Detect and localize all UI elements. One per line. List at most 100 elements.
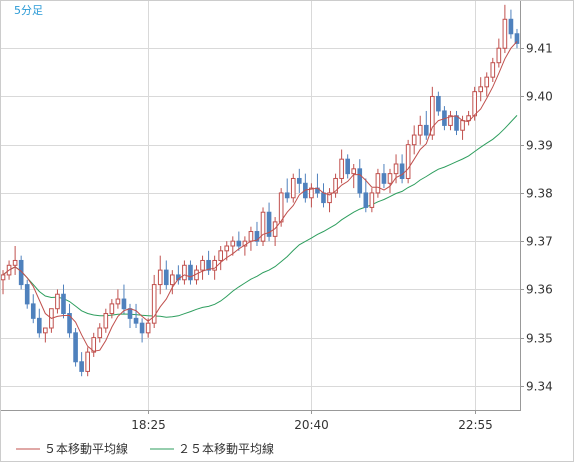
candles-group — [0, 4, 520, 377]
candle-body-up — [387, 173, 393, 184]
y-tick-label: 9.36 — [526, 283, 553, 297]
y-tick-label: 9.37 — [526, 235, 553, 249]
candle-body-down — [508, 18, 514, 35]
candle-body-down — [266, 211, 272, 237]
ma25-line — [2, 115, 518, 318]
candle-body-down — [321, 192, 326, 204]
candle-body-up — [448, 115, 453, 126]
candle-body-up — [460, 120, 465, 131]
candle-body-down — [284, 192, 290, 199]
candle-body-up — [484, 76, 490, 88]
candle-body-down — [24, 284, 30, 305]
y-tick-label: 9.40 — [526, 90, 553, 104]
candle-body-down — [73, 332, 78, 363]
candle-body-down — [36, 317, 42, 334]
legend-ma25-label: ２５本移動平均線 — [178, 441, 274, 456]
candle-body-up — [157, 269, 163, 286]
x-axis: 18:25 20:40 22:55 — [131, 410, 493, 432]
candle-body-up — [109, 303, 115, 315]
candle-body-up — [327, 192, 332, 204]
ma25-line-group — [2, 115, 518, 318]
candle-body-down — [254, 231, 260, 242]
candle-body-up — [417, 124, 423, 136]
candle-body-down — [121, 298, 127, 310]
candle-body-up — [260, 211, 266, 242]
candle-body-up — [97, 327, 103, 339]
candle-body-down — [236, 240, 242, 247]
candle-body-down — [454, 115, 459, 131]
candle-body-up — [478, 86, 484, 93]
candle-body-up — [230, 240, 236, 247]
candle-body-up — [411, 134, 417, 146]
candle-body-down — [357, 168, 363, 194]
candle-body-down — [296, 177, 302, 184]
y-tick-label: 9.34 — [526, 380, 553, 394]
candle-body-down — [423, 124, 429, 136]
legend: ５本移動平均線 ２５本移動平均線 — [16, 441, 274, 456]
candle-body-down — [79, 361, 84, 372]
x-tick-label: 20:40 — [294, 418, 329, 432]
candle-body-up — [0, 274, 6, 281]
ma5-line-group — [2, 41, 518, 352]
candle-body-up — [43, 327, 48, 334]
y-axis: 9.41 9.40 9.39 9.38 9.37 9.36 9.35 9.34 — [520, 42, 553, 394]
y-tick-label: 9.38 — [526, 187, 553, 201]
x-tick-label: 18:25 — [131, 418, 166, 432]
candle-body-up — [430, 95, 435, 136]
candle-body-down — [399, 163, 405, 179]
candle-body-up — [91, 337, 97, 353]
candle-body-up — [405, 144, 411, 179]
candle-body-up — [212, 259, 217, 271]
candle-body-up — [103, 313, 109, 329]
candle-body-down — [127, 308, 133, 319]
candle-body-up — [375, 173, 381, 194]
candle-body-up — [290, 177, 296, 199]
candle-body-up — [333, 177, 338, 194]
candle-body-down — [163, 269, 169, 286]
candle-body-down — [133, 317, 139, 324]
candle-body-down — [67, 313, 72, 334]
candle-body-down — [436, 95, 441, 112]
grid-lines — [0, 0, 520, 410]
candle-body-down — [188, 264, 193, 281]
candle-body-up — [490, 62, 496, 78]
candle-body-up — [502, 18, 508, 49]
candle-body-down — [139, 322, 145, 334]
candle-body-up — [472, 91, 477, 117]
candle-body-down — [61, 293, 66, 315]
candle-body-up — [145, 322, 151, 334]
candle-body-up — [85, 351, 90, 372]
candle-body-down — [345, 158, 350, 175]
candle-body-up — [496, 47, 502, 64]
y-tick-label: 9.39 — [526, 139, 553, 153]
candle-body-up — [55, 293, 60, 310]
candle-body-up — [339, 158, 344, 179]
candle-body-down — [206, 259, 211, 271]
candle-body-up — [224, 245, 230, 252]
candle-body-up — [369, 192, 375, 208]
y-tick-label: 9.35 — [526, 332, 553, 346]
candle-body-up — [170, 274, 175, 286]
period-label: 5分足 — [14, 4, 43, 17]
legend-ma5-label: ５本移動平均線 — [44, 441, 128, 456]
candle-body-up — [200, 259, 205, 271]
candle-body-down — [30, 303, 36, 319]
candle-body-up — [115, 298, 121, 305]
candle-body-up — [12, 259, 18, 266]
candle-body-down — [514, 33, 520, 44]
candle-body-up — [309, 187, 314, 199]
candle-body-down — [363, 192, 369, 208]
candle-body-up — [278, 192, 284, 223]
candle-body-down — [381, 173, 387, 184]
candle-body-up — [151, 284, 157, 324]
candle-body-up — [218, 250, 224, 261]
candle-body-up — [182, 264, 187, 281]
candle-body-up — [351, 168, 357, 175]
ma5-line — [2, 41, 518, 352]
candle-body-up — [466, 115, 471, 122]
candle-body-up — [248, 231, 254, 242]
candle-body-up — [393, 163, 399, 175]
x-tick-label: 22:55 — [458, 418, 493, 432]
